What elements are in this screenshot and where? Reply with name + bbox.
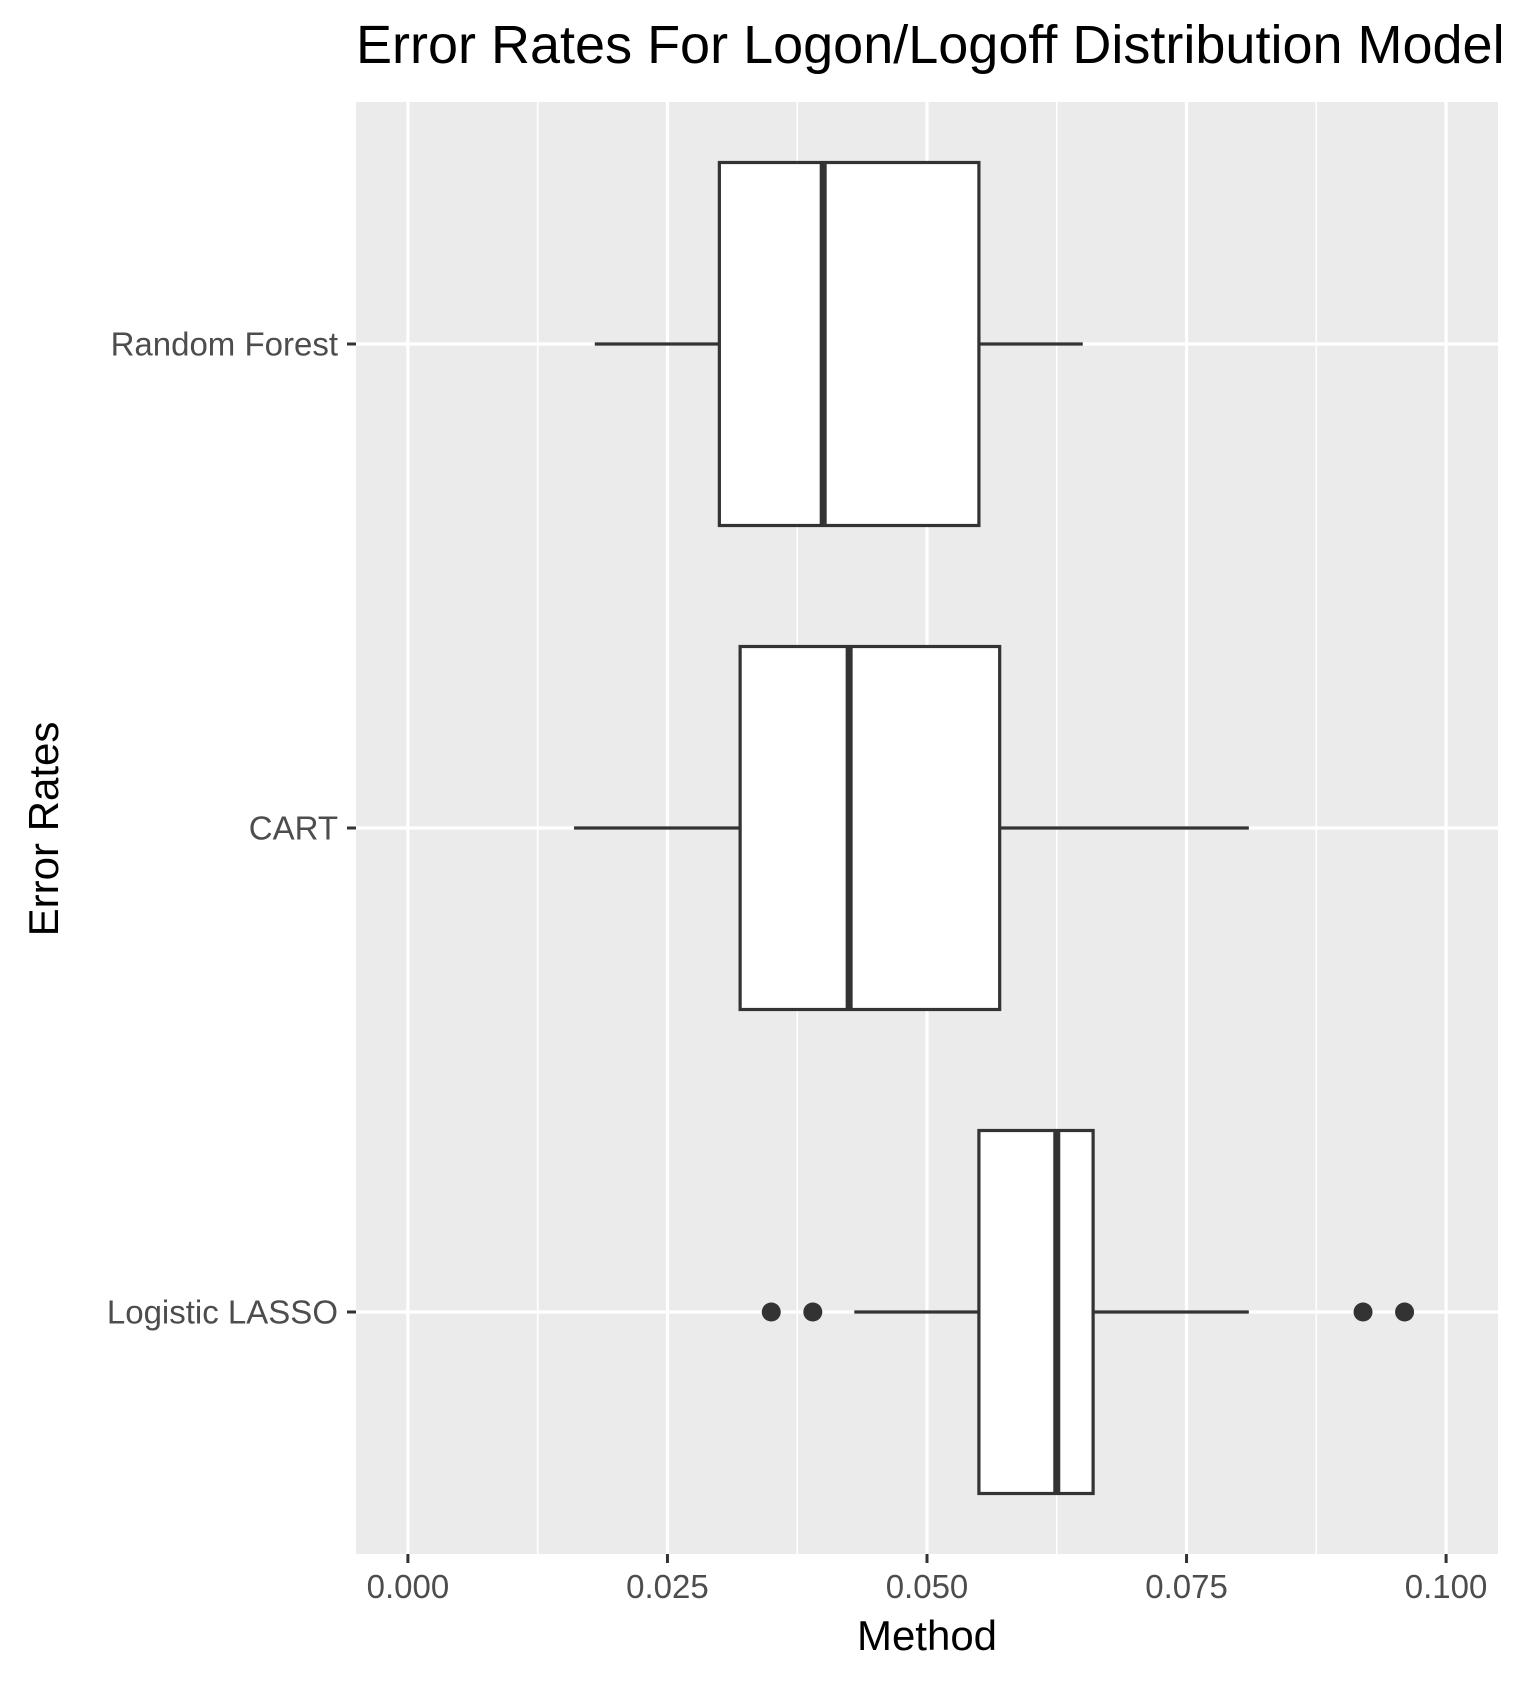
box: [977, 1128, 1095, 1496]
chart-title: Error Rates For Logon/Logoff Distributio…: [356, 15, 1505, 75]
y-tick-label: CART: [249, 810, 338, 847]
y-tick-label: Random Forest: [111, 326, 338, 363]
y-tick-label: Logistic LASSO: [107, 1294, 338, 1331]
outlier-point: [1395, 1302, 1415, 1322]
x-tick-label: 0.050: [886, 1568, 969, 1605]
x-tick-label: 0.075: [1145, 1568, 1228, 1605]
outlier-point: [1353, 1302, 1373, 1322]
x-tick-label: 0.025: [626, 1568, 709, 1605]
outlier-point: [761, 1302, 781, 1322]
x-tick-label: 0.100: [1405, 1568, 1488, 1605]
box: [738, 644, 1002, 1012]
box: [717, 160, 981, 528]
outlier-point: [803, 1302, 823, 1322]
x-tick-label: 0.000: [367, 1568, 450, 1605]
x-axis-title: Method: [856, 1612, 998, 1659]
y-axis-title: Error Rates: [20, 721, 67, 937]
